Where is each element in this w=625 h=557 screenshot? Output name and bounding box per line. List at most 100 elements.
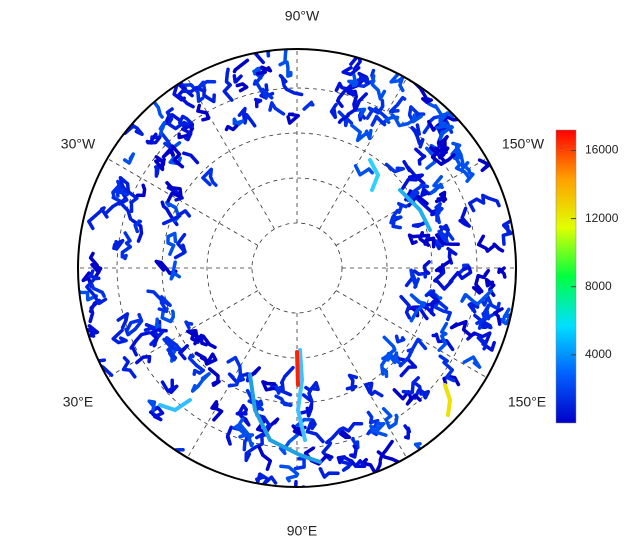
river [261, 380, 277, 392]
river [278, 417, 313, 456]
lon-label: 150°W [502, 136, 545, 152]
river [325, 422, 364, 445]
river [399, 294, 412, 320]
river [222, 67, 234, 102]
river [370, 74, 387, 101]
river [120, 231, 133, 261]
river [305, 418, 325, 444]
river [90, 283, 106, 298]
river [184, 320, 194, 330]
river [111, 179, 123, 204]
river [180, 123, 195, 142]
river [145, 132, 162, 145]
river [345, 373, 359, 392]
river [448, 265, 473, 284]
river [210, 400, 224, 422]
river [158, 398, 192, 413]
river [434, 202, 444, 225]
river [449, 319, 476, 338]
river [434, 146, 450, 160]
river [407, 105, 426, 123]
river [78, 285, 99, 302]
river [475, 303, 491, 326]
river [274, 394, 293, 408]
river [458, 206, 472, 228]
river [88, 251, 103, 279]
river [129, 331, 151, 357]
river [169, 260, 182, 281]
river [338, 428, 352, 440]
river [409, 293, 427, 323]
river [467, 301, 480, 314]
river [476, 234, 505, 253]
river [389, 71, 405, 93]
river [429, 293, 440, 315]
river [370, 106, 390, 127]
river [118, 175, 139, 213]
river [434, 259, 452, 273]
river [201, 167, 218, 187]
river [497, 266, 507, 279]
river [390, 113, 423, 128]
river [347, 72, 359, 88]
graticule [78, 49, 516, 487]
river [384, 162, 406, 174]
meridian [335, 290, 487, 378]
river [154, 317, 162, 329]
river [196, 103, 211, 122]
river [409, 268, 420, 289]
river [407, 195, 441, 217]
river [389, 208, 403, 230]
river [207, 367, 221, 387]
river [160, 200, 179, 227]
river [336, 455, 353, 465]
river [341, 65, 361, 77]
river [424, 289, 438, 299]
colorbar-ramp [555, 129, 577, 424]
river [88, 298, 102, 324]
river [480, 294, 501, 311]
meridian [107, 290, 259, 378]
river [368, 158, 381, 192]
river [453, 156, 471, 180]
lon-label: 150°E [508, 394, 546, 410]
river [340, 460, 353, 472]
river [166, 342, 178, 362]
river [454, 144, 469, 170]
colorbar-tick-label: 12000 [585, 211, 619, 225]
river [429, 145, 456, 166]
river [411, 221, 426, 229]
river [413, 382, 431, 400]
colorbar-tick-label: 16000 [585, 143, 619, 157]
river [182, 85, 216, 104]
river [257, 445, 273, 471]
river [394, 334, 406, 344]
meridian [319, 78, 407, 230]
river [233, 422, 255, 448]
river [146, 289, 172, 313]
river [438, 354, 456, 383]
river [471, 268, 491, 295]
river [442, 374, 461, 387]
river [388, 95, 407, 114]
river [116, 312, 130, 330]
river [255, 65, 273, 76]
rivers [78, 49, 514, 487]
river [380, 351, 391, 379]
river [148, 405, 165, 422]
river [398, 337, 428, 368]
river [435, 232, 460, 247]
river [194, 351, 218, 366]
river [158, 120, 167, 138]
river [278, 49, 289, 67]
river [302, 100, 315, 111]
river [87, 206, 109, 231]
river [135, 354, 152, 365]
river [349, 444, 358, 459]
globe [78, 49, 516, 487]
river [248, 373, 322, 464]
river [111, 328, 128, 345]
river [279, 464, 300, 483]
river [232, 74, 243, 84]
